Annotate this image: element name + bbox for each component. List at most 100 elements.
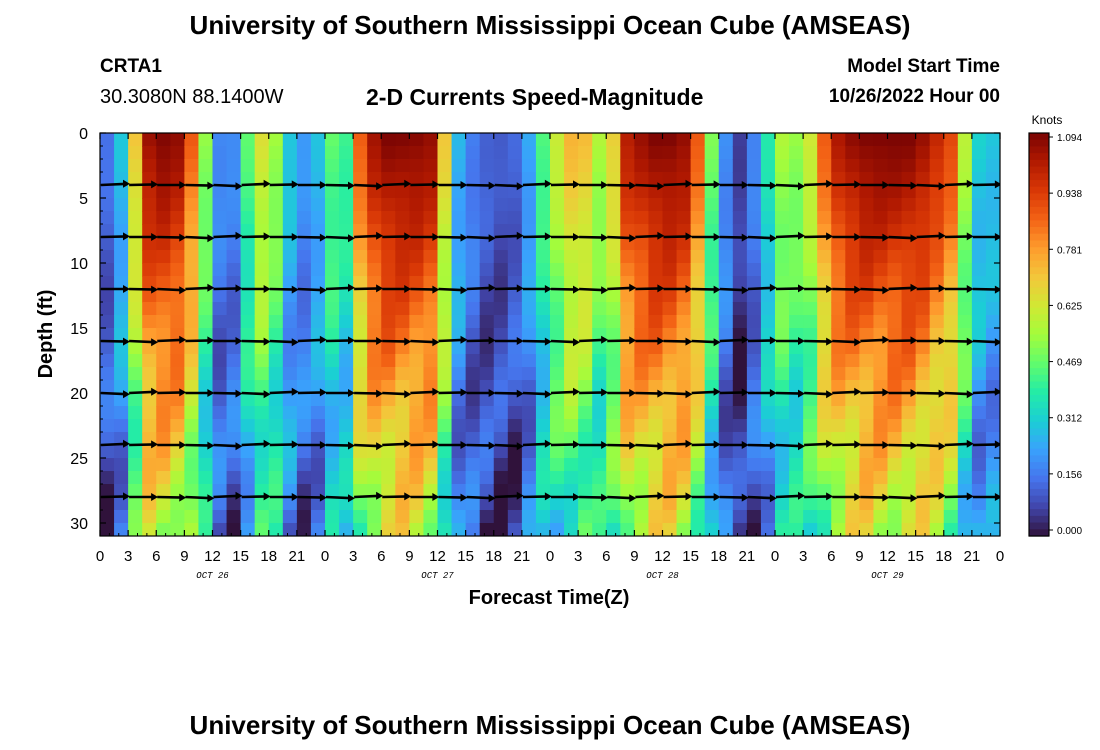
- current-vector: [888, 495, 915, 500]
- station-id: CRTA1: [100, 56, 162, 77]
- heatmap-cell: [535, 367, 551, 381]
- current-vector-head: [910, 389, 918, 397]
- heatmap-cell: [493, 250, 509, 264]
- heatmap-cell: [310, 159, 326, 173]
- heatmap-cell: [971, 432, 987, 446]
- heatmap-cell: [564, 445, 579, 459]
- current-vector-head: [207, 181, 215, 190]
- heatmap-cell: [564, 211, 579, 225]
- current-vector: [297, 495, 324, 499]
- heatmap-cell: [775, 445, 790, 459]
- current-vector-head: [741, 335, 749, 344]
- current-vector-head: [263, 337, 271, 346]
- heatmap-cell: [803, 302, 818, 316]
- heatmap-cell: [184, 172, 200, 186]
- heatmap-cell: [325, 289, 340, 303]
- heatmap-cell: [535, 419, 551, 433]
- current-vector: [213, 234, 240, 239]
- current-vector-head: [657, 442, 665, 451]
- current-vector-head: [629, 283, 637, 292]
- heatmap-cell: [845, 510, 860, 524]
- current-vector-head: [544, 232, 552, 241]
- heatmap-cell: [831, 380, 846, 394]
- heatmap-cell: [423, 276, 439, 290]
- heatmap-cell: [943, 133, 959, 147]
- current-vector: [635, 183, 662, 188]
- heatmap-cell: [592, 263, 607, 277]
- heatmap-cell: [957, 237, 973, 251]
- heatmap-cell: [465, 328, 481, 342]
- heatmap-cell: [339, 198, 354, 212]
- heatmap-cell: [296, 315, 312, 329]
- heatmap-cell: [676, 380, 692, 394]
- heatmap-cell: [170, 146, 185, 160]
- current-vector-head: [741, 388, 749, 397]
- current-vector-head: [432, 493, 440, 501]
- heatmap-cell: [381, 393, 396, 407]
- heatmap-cell: [381, 458, 396, 472]
- heatmap-cell: [493, 367, 509, 381]
- heatmap-cell: [409, 445, 425, 459]
- heatmap-cell: [873, 133, 889, 147]
- heatmap-cell: [592, 302, 607, 316]
- heatmap-cell: [437, 458, 453, 472]
- heatmap-cell: [943, 146, 959, 160]
- current-vector: [635, 234, 662, 239]
- heatmap-cell: [550, 224, 565, 238]
- heatmap-cell: [789, 341, 804, 355]
- heatmap-cell: [451, 159, 467, 173]
- current-vector: [382, 391, 409, 396]
- colorbar-swatch: [1029, 327, 1049, 336]
- heatmap-cell: [704, 367, 720, 381]
- heatmap-cell: [859, 172, 875, 186]
- heatmap-cell: [226, 198, 242, 212]
- colorbar-swatch: [1029, 227, 1049, 235]
- heatmap-cell: [578, 185, 593, 199]
- current-vector: [297, 287, 324, 292]
- heatmap-cell: [578, 133, 593, 147]
- heatmap-cell: [648, 471, 664, 485]
- heatmap-cell: [296, 484, 312, 498]
- current-vector: [832, 390, 859, 395]
- colorbar: Knots 1.0940.9380.7810.6250.4690.3120.15…: [1028, 113, 1082, 537]
- heatmap-cell: [240, 341, 256, 355]
- heatmap-cell: [465, 315, 481, 329]
- x-tick-label: 18: [260, 548, 277, 565]
- heatmap-cell: [451, 354, 467, 368]
- heatmap-cell: [592, 185, 607, 199]
- current-vector: [354, 443, 381, 448]
- current-vector-head: [376, 284, 384, 293]
- heatmap-cell: [409, 237, 425, 251]
- heatmap-cell: [915, 354, 931, 368]
- heatmap-cell: [367, 263, 382, 277]
- heatmap-cell: [915, 146, 931, 160]
- current-vector: [579, 287, 606, 292]
- heatmap-cell: [535, 458, 551, 472]
- heatmap-cell: [831, 510, 846, 524]
- heatmap-cell: [929, 419, 945, 433]
- heatmap-cell: [282, 263, 298, 277]
- heatmap-cell: [493, 393, 509, 407]
- current-vector-head: [938, 389, 946, 398]
- heatmap-cell: [662, 263, 678, 277]
- heatmap-cell: [367, 406, 382, 420]
- heatmap-cell: [409, 263, 425, 277]
- heatmap-cell: [493, 458, 509, 472]
- heatmap-cell: [100, 406, 115, 420]
- heatmap-cell: [353, 393, 368, 407]
- x-tick-label: 18: [935, 548, 952, 565]
- current-vector-head: [601, 388, 609, 397]
- heatmap-cell: [296, 211, 312, 225]
- heatmap-cell: [971, 315, 987, 329]
- heatmap-cell: [831, 237, 846, 251]
- x-tick-label: 15: [232, 548, 249, 565]
- heatmap-cell: [859, 445, 875, 459]
- heatmap-cell: [535, 289, 551, 303]
- heatmap-cell: [831, 497, 846, 511]
- heatmap-cell: [690, 432, 706, 446]
- heatmap-cell: [226, 419, 242, 433]
- current-vector-head: [516, 284, 524, 293]
- heatmap-cell: [578, 211, 593, 225]
- heatmap-cell: [859, 380, 875, 394]
- current-vector-head: [826, 492, 834, 501]
